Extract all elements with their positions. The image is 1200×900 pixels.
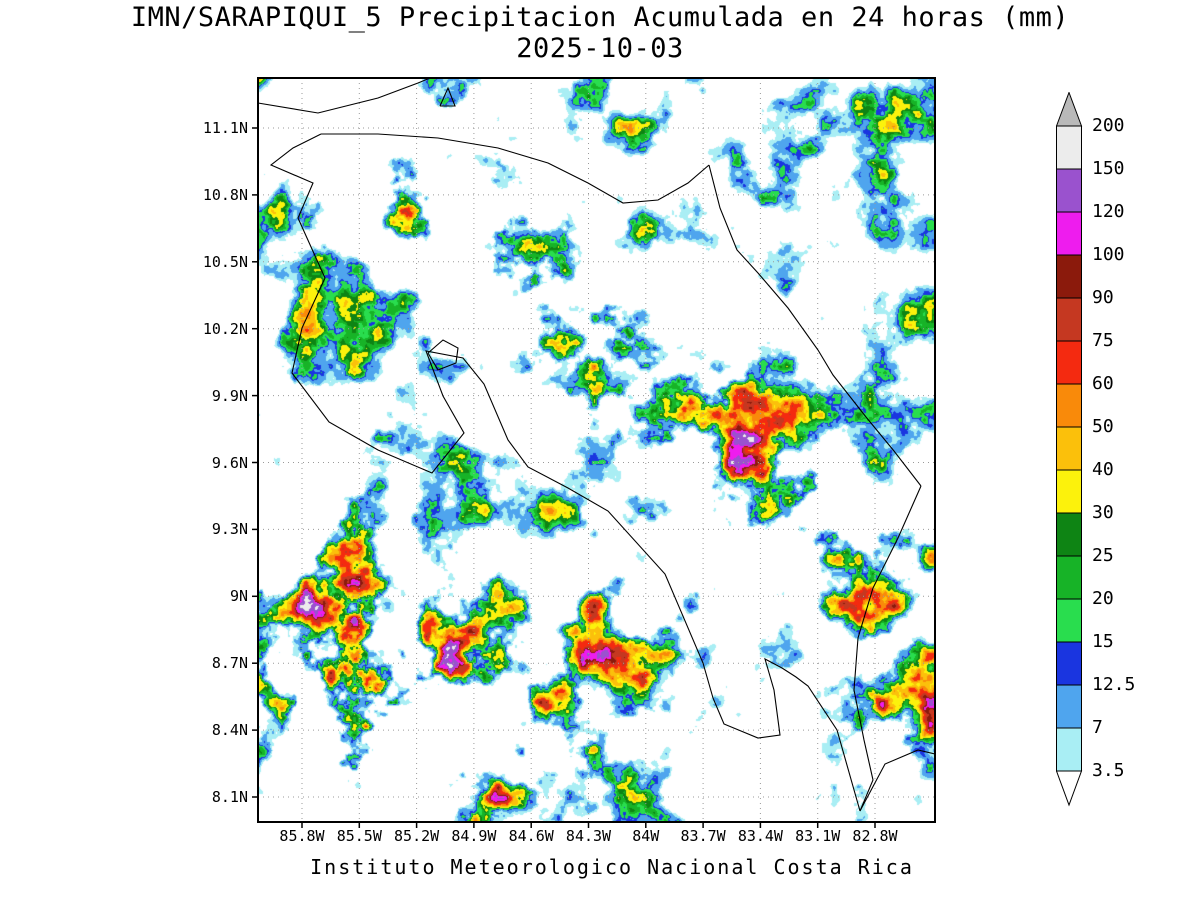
colorbar-label: 50 bbox=[1092, 416, 1114, 437]
y-axis-label: 10.2N bbox=[202, 319, 248, 338]
colorbar-label: 40 bbox=[1092, 459, 1114, 480]
x-axis-label: 84.6W bbox=[508, 827, 554, 845]
y-axis-label: 8.4N bbox=[211, 721, 248, 740]
footer-text: Instituto Meteorologico Nacional Costa R… bbox=[310, 855, 914, 879]
coastline-path bbox=[321, 133, 710, 204]
colorbar-label: 100 bbox=[1092, 244, 1125, 265]
x-axis-label: 84.9W bbox=[451, 827, 497, 845]
colorbar-label: 120 bbox=[1092, 201, 1125, 222]
coastline-path bbox=[853, 485, 922, 812]
colorbar-label: 150 bbox=[1092, 158, 1125, 179]
colorbar-label: 90 bbox=[1092, 287, 1114, 308]
coastline-path bbox=[427, 339, 459, 371]
x-axis-label: 84W bbox=[632, 827, 660, 845]
x-axis-label: 83.7W bbox=[680, 827, 726, 845]
colorbar-segment bbox=[1056, 125, 1082, 170]
colorbar-over-arrow bbox=[1056, 92, 1083, 127]
colorbar-label: 60 bbox=[1092, 373, 1114, 394]
colorbar-label: 30 bbox=[1092, 502, 1114, 523]
colorbar-segment bbox=[1056, 211, 1082, 256]
x-axis-label: 84.3W bbox=[565, 827, 612, 845]
y-axis-label: 10.8N bbox=[202, 185, 248, 204]
plot-frame bbox=[257, 77, 936, 823]
coastline-path bbox=[859, 749, 936, 812]
coastline-path bbox=[708, 164, 922, 487]
x-axis-label: 83.1W bbox=[795, 827, 841, 845]
y-axis-label: 8.1N bbox=[211, 788, 248, 806]
colorbar-segment bbox=[1056, 684, 1082, 729]
colorbar-segment bbox=[1056, 297, 1082, 342]
colorbar-segment bbox=[1056, 727, 1082, 772]
colorbar-segment bbox=[1056, 168, 1082, 213]
y-axis-label: 9N bbox=[229, 587, 248, 606]
chart-date: 2025-10-03 bbox=[516, 33, 684, 64]
coastline-path bbox=[439, 86, 456, 107]
y-axis-label: 11.1N bbox=[202, 119, 248, 137]
map-overlay-svg bbox=[252, 77, 936, 828]
y-axis-label: 9.9N bbox=[211, 386, 248, 405]
colorbar-label: 200 bbox=[1092, 115, 1125, 136]
colorbar-label: 3.5 bbox=[1092, 760, 1125, 781]
coastline-path bbox=[269, 133, 861, 812]
x-axis-label: 85.8W bbox=[279, 827, 325, 845]
colorbar-segment bbox=[1056, 469, 1082, 514]
y-axis-label: 10.5N bbox=[202, 252, 248, 271]
precipitation-field-canvas bbox=[258, 78, 935, 822]
colorbar-segment bbox=[1056, 340, 1082, 385]
x-axis-label: 85.2W bbox=[394, 827, 440, 845]
colorbar-label: 12.5 bbox=[1092, 674, 1136, 695]
colorbar-segment bbox=[1056, 555, 1082, 600]
colorbar-segment bbox=[1056, 641, 1082, 686]
colorbar-segment bbox=[1056, 254, 1082, 299]
colorbar-segment bbox=[1056, 598, 1082, 643]
colorbar-label: 15 bbox=[1092, 631, 1114, 652]
y-axis-label: 9.6N bbox=[211, 453, 248, 472]
x-axis-label: 85.5W bbox=[336, 827, 382, 845]
colorbar-segment bbox=[1056, 383, 1082, 428]
colorbar bbox=[1056, 92, 1083, 807]
colorbar-label: 25 bbox=[1092, 545, 1114, 566]
coastline-path bbox=[257, 77, 431, 114]
colorbar-label: 75 bbox=[1092, 330, 1114, 351]
colorbar-label: 20 bbox=[1092, 588, 1114, 609]
colorbar-label: 7 bbox=[1092, 717, 1103, 738]
chart-title: IMN/SARAPIQUI_5 Precipitacion Acumulada … bbox=[130, 2, 1070, 33]
y-axis-label: 9.3N bbox=[211, 520, 248, 539]
y-axis-label: 8.7N bbox=[211, 654, 248, 673]
colorbar-under-arrow bbox=[1056, 770, 1083, 807]
x-axis-label: 83.4W bbox=[737, 827, 783, 845]
x-axis-label: 82.8W bbox=[852, 827, 898, 845]
colorbar-segment bbox=[1056, 426, 1082, 471]
colorbar-segment bbox=[1056, 512, 1082, 557]
